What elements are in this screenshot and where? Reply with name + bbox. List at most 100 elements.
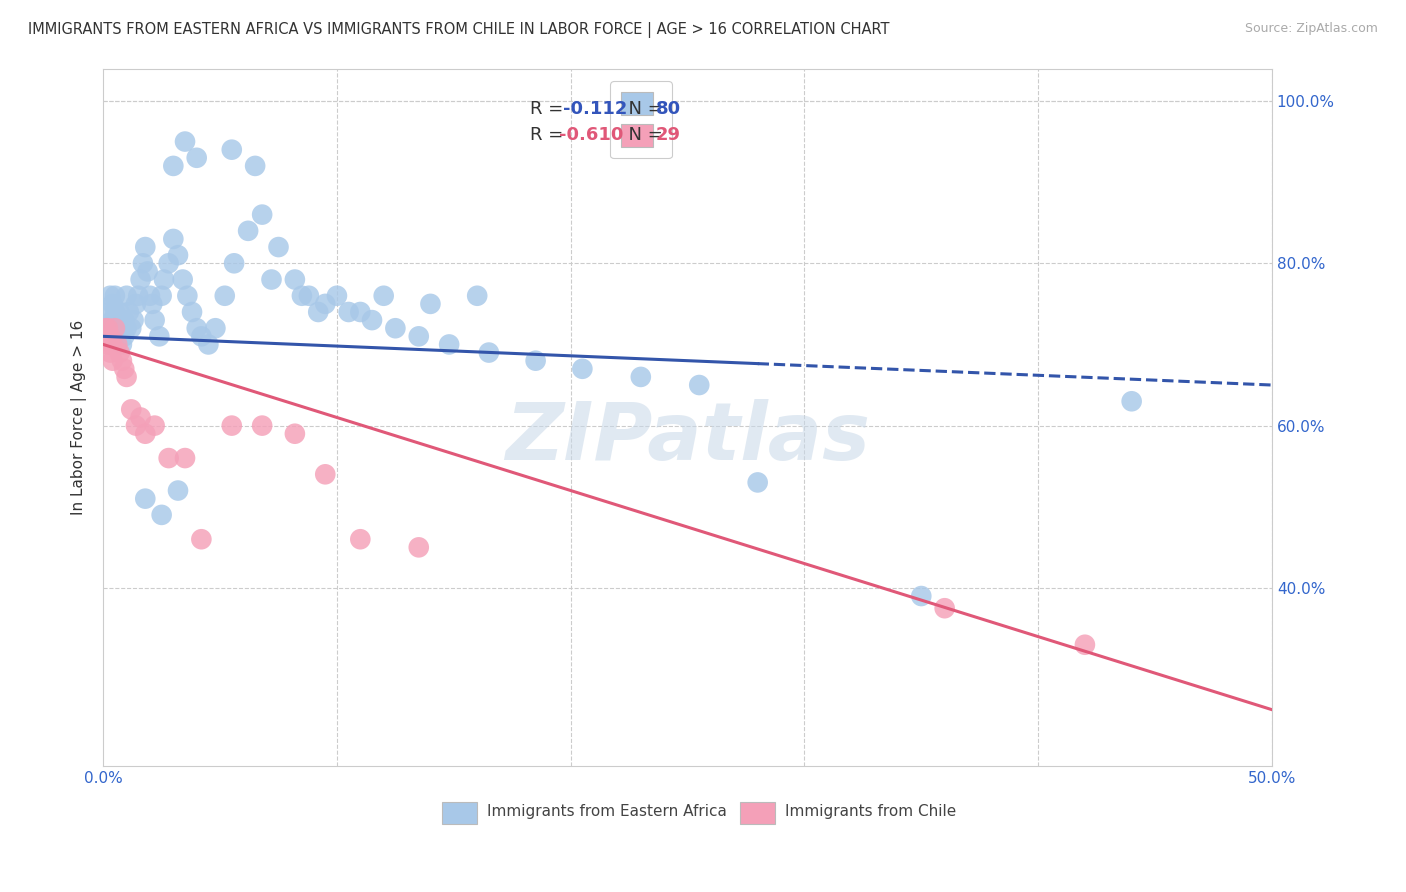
Point [307, 305, 329, 319]
Point [174, 135, 197, 149]
Point [419, 297, 441, 311]
Text: N =: N = [617, 100, 669, 118]
Point [129, 272, 152, 286]
Point [181, 305, 204, 319]
Text: 29: 29 [657, 126, 681, 144]
Point [337, 305, 360, 319]
Point [747, 475, 769, 490]
Point [1121, 394, 1143, 409]
Point [437, 337, 460, 351]
Point [224, 256, 246, 270]
Point [97, 337, 120, 351]
Point [524, 353, 547, 368]
Point [136, 264, 159, 278]
Point [162, 159, 184, 173]
Point [190, 329, 212, 343]
Point [97, 321, 120, 335]
Point [97, 321, 120, 335]
Point [204, 321, 226, 335]
Point [115, 370, 138, 384]
Point [349, 533, 371, 547]
Point [221, 143, 243, 157]
Point [236, 224, 259, 238]
Point [630, 370, 652, 384]
FancyBboxPatch shape [441, 802, 477, 824]
Point [284, 272, 307, 286]
Point [125, 418, 148, 433]
Point [112, 313, 135, 327]
Point [221, 418, 243, 433]
Text: Source: ZipAtlas.com: Source: ZipAtlas.com [1244, 22, 1378, 36]
Point [98, 289, 121, 303]
Point [115, 289, 138, 303]
Point [197, 337, 219, 351]
Point [120, 402, 142, 417]
Point [910, 589, 932, 603]
Point [120, 321, 142, 335]
Point [111, 337, 134, 351]
Point [361, 313, 384, 327]
Point [101, 313, 124, 327]
Point [108, 345, 131, 359]
Point [934, 601, 956, 615]
Point [267, 240, 290, 254]
Point [132, 256, 155, 270]
Point [134, 491, 156, 506]
Text: -0.112: -0.112 [562, 100, 627, 118]
Point [314, 467, 336, 482]
Point [111, 321, 134, 335]
Point [104, 321, 127, 335]
Point [162, 232, 184, 246]
Point [129, 410, 152, 425]
FancyBboxPatch shape [740, 802, 775, 824]
Text: Immigrants from Chile: Immigrants from Chile [785, 805, 956, 820]
Point [108, 321, 131, 335]
Point [98, 329, 121, 343]
Point [134, 426, 156, 441]
Point [291, 289, 314, 303]
Point [104, 305, 127, 319]
Point [125, 297, 148, 311]
Point [243, 159, 266, 173]
Point [139, 289, 162, 303]
Point [688, 378, 710, 392]
Text: 80: 80 [657, 100, 681, 118]
Point [104, 289, 127, 303]
Point [112, 329, 135, 343]
Text: -0.610: -0.610 [560, 126, 623, 144]
Point [101, 297, 124, 311]
Point [108, 305, 131, 319]
Point [174, 451, 197, 466]
Point [190, 533, 212, 547]
Point [172, 272, 194, 286]
Point [373, 289, 395, 303]
Point [148, 329, 170, 343]
Text: N =: N = [617, 126, 669, 144]
Point [408, 329, 430, 343]
Point [94, 321, 117, 335]
Point [186, 151, 208, 165]
Point [326, 289, 349, 303]
Point [176, 289, 198, 303]
Text: IMMIGRANTS FROM EASTERN AFRICA VS IMMIGRANTS FROM CHILE IN LABOR FORCE | AGE > 1: IMMIGRANTS FROM EASTERN AFRICA VS IMMIGR… [28, 22, 890, 38]
Point [250, 208, 273, 222]
Point [105, 313, 128, 327]
Point [571, 361, 593, 376]
Y-axis label: In Labor Force | Age > 16: In Labor Force | Age > 16 [72, 320, 87, 515]
Text: R =: R = [530, 100, 569, 118]
Point [134, 240, 156, 254]
Point [143, 418, 166, 433]
Point [101, 353, 124, 368]
Point [167, 248, 190, 262]
Point [150, 508, 173, 522]
Point [1074, 638, 1097, 652]
Point [478, 345, 501, 359]
Point [111, 353, 134, 368]
Point [122, 313, 145, 327]
Point [214, 289, 236, 303]
Point [349, 305, 371, 319]
Point [298, 289, 321, 303]
Point [167, 483, 190, 498]
Legend: , : , [610, 81, 672, 158]
Point [105, 337, 128, 351]
